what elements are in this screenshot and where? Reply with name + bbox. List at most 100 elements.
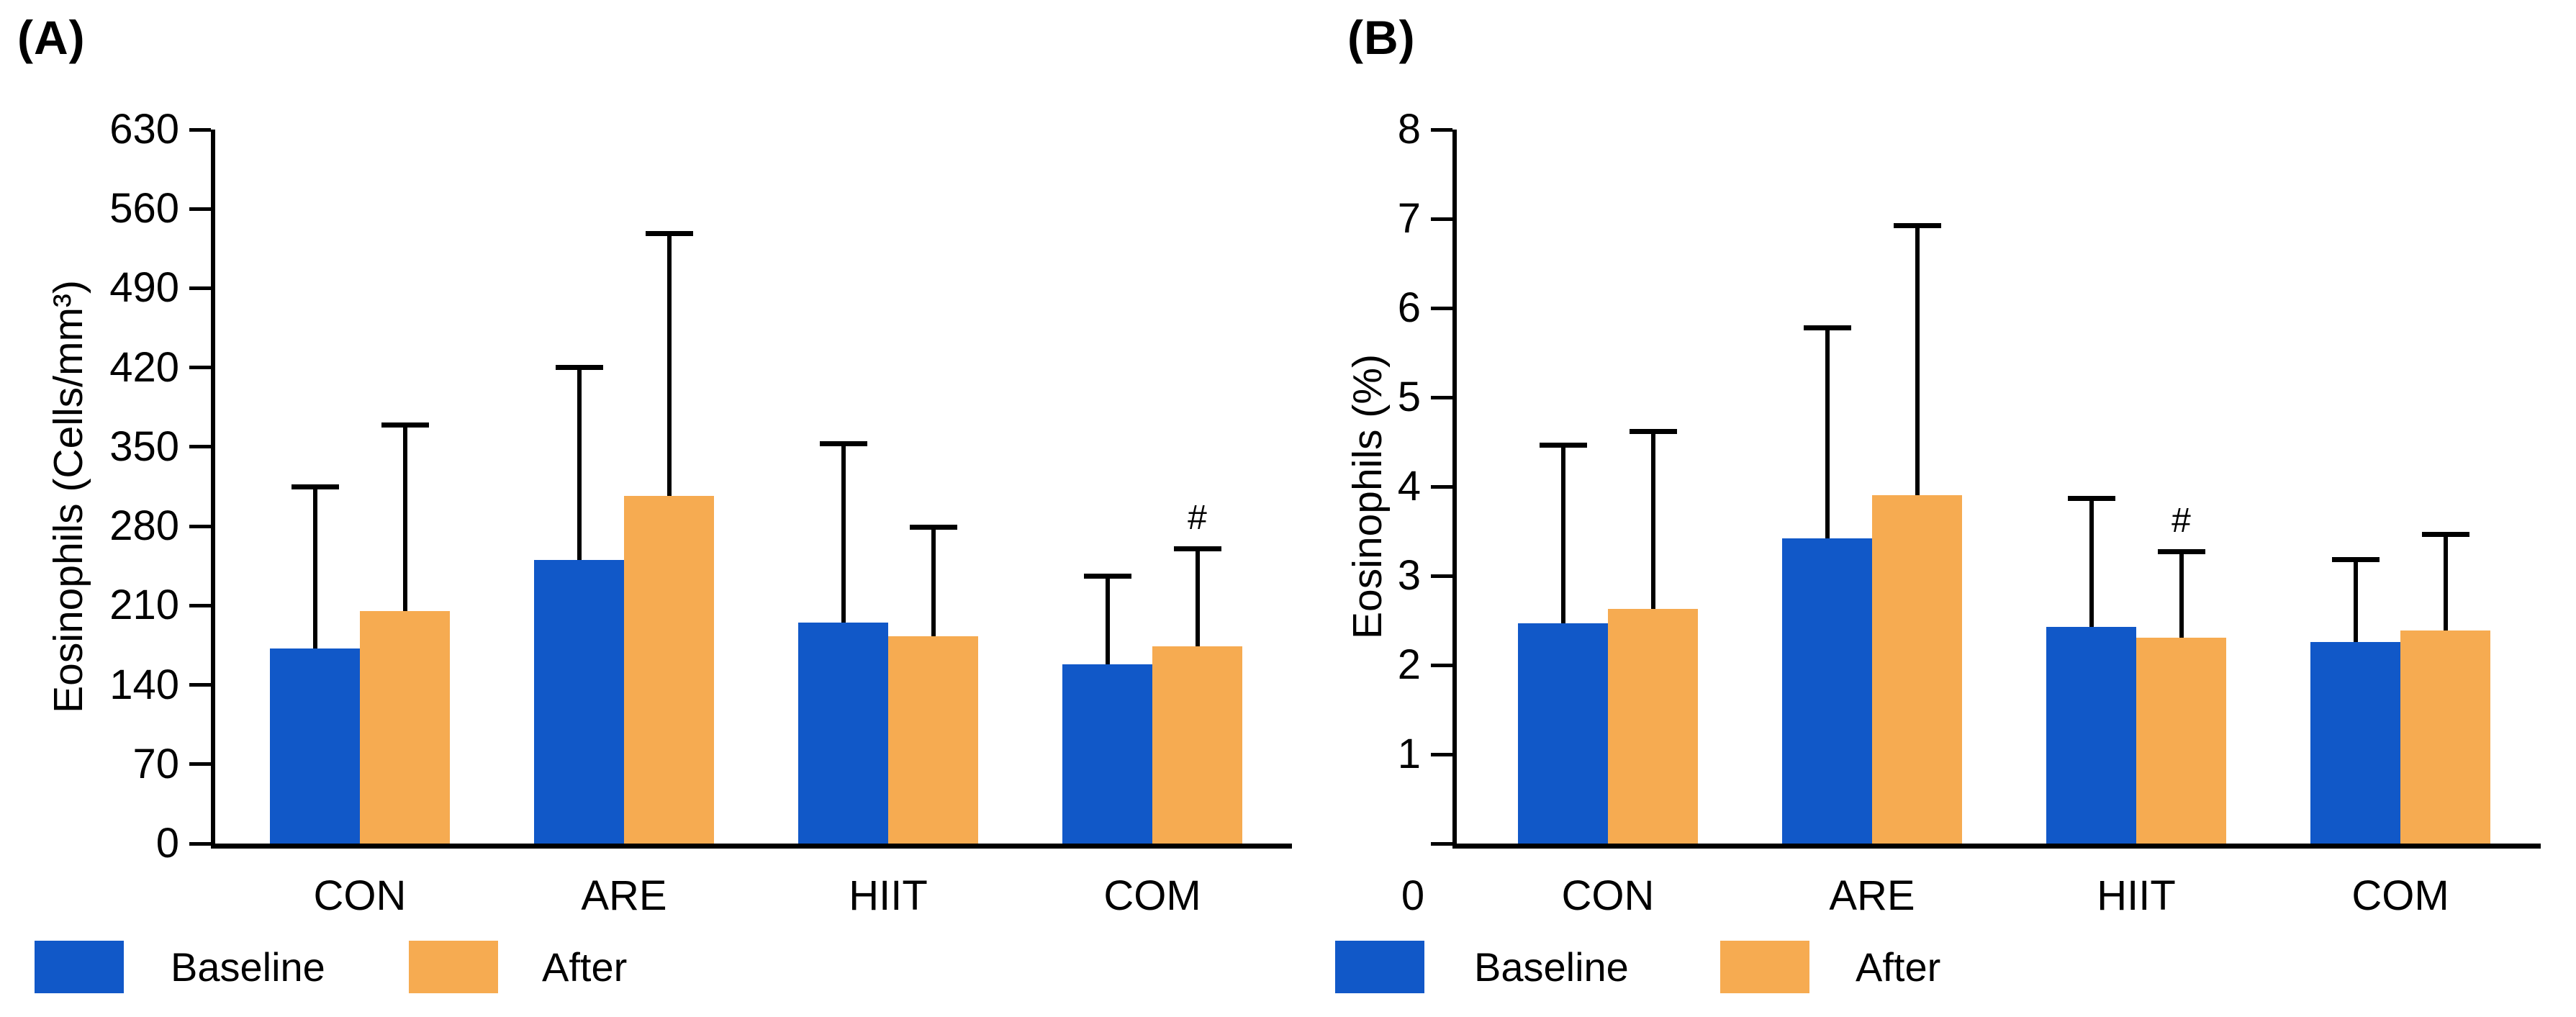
error-bar-cap — [1173, 546, 1221, 552]
y-tick-label: 3 — [1397, 552, 1421, 599]
y-tick-label: 1 — [1397, 731, 1421, 777]
bar-after-are — [624, 495, 714, 844]
y-axis-tick — [189, 286, 211, 290]
after-legend-label: After — [1856, 944, 1941, 990]
after-legend-label: After — [542, 944, 628, 990]
y-axis-line — [1452, 130, 1457, 844]
baseline-legend-label: Baseline — [171, 944, 325, 990]
x-axis-line — [1452, 844, 2541, 849]
x-category-label: ARE — [581, 872, 667, 919]
error-bar-line — [1105, 576, 1110, 665]
bar-baseline-are — [534, 560, 624, 844]
bar-baseline-con — [270, 648, 360, 844]
error-bar-cap — [291, 484, 339, 489]
y-tick-label: 7 — [1397, 195, 1421, 242]
error-bar-line — [1560, 445, 1565, 623]
y-tick-label: 210 — [109, 582, 179, 629]
error-bar-line — [1650, 431, 1655, 609]
y-tick-label: 5 — [1397, 374, 1421, 420]
y-tick-label: 2 — [1397, 641, 1421, 688]
y-tick-label: 420 — [109, 343, 179, 391]
y-axis-tick — [189, 127, 211, 132]
panel-b-plot: 0 1 2 3 4 5 6 7 8 CON ARE HIIT COM # — [1398, 106, 2541, 918]
error-bar-cap — [2067, 495, 2115, 501]
y-tick-label: 70 — [132, 740, 179, 787]
y-axis-tick — [189, 207, 211, 211]
panel-a-plot: 0 70 140 210 280 350 420 490 560 630 CON ARE HIIT COM… — [109, 106, 1292, 918]
error-bar-cap — [1539, 443, 1587, 448]
panel-a-label: (A) — [17, 11, 86, 64]
y-axis-line — [211, 130, 215, 844]
y-tick-label: 140 — [109, 661, 179, 708]
y-tick-label: 4 — [1397, 463, 1421, 510]
y-tick-label: 280 — [109, 502, 179, 550]
y-axis-tick — [1431, 484, 1452, 489]
y-tick-label: 0 — [155, 820, 179, 867]
y-axis-tick — [1431, 663, 1452, 667]
after-legend-swatch — [1720, 941, 1809, 993]
baseline-legend-swatch — [1335, 941, 1424, 993]
y-tick-label: 6 — [1397, 284, 1421, 331]
bar-after-hiit — [2136, 637, 2226, 844]
error-bar-line — [312, 487, 317, 649]
error-bar-line — [1195, 548, 1200, 646]
x-category-label: CON — [313, 872, 407, 919]
bar-after-hiit — [888, 636, 978, 844]
y-axis-tick — [1431, 574, 1452, 578]
error-bar-cap — [2421, 532, 2469, 538]
error-bar-cap — [381, 422, 429, 428]
x-category-label: HIIT — [2097, 872, 2176, 919]
y-axis-tick — [1431, 841, 1452, 846]
error-bar-line — [402, 425, 407, 612]
bar-baseline-hiit — [2046, 626, 2136, 844]
error-bar-cap — [909, 525, 957, 530]
x-category-label: ARE — [1829, 872, 1915, 919]
x-axis-line — [211, 844, 1292, 849]
y-axis-tick — [189, 603, 211, 607]
y-axis-tick — [189, 762, 211, 767]
x-category-label: CON — [1561, 872, 1655, 919]
error-bar-cap — [1893, 223, 1941, 229]
error-bar-cap — [2157, 549, 2205, 555]
y-tick-label-zero: 0 — [1401, 872, 1425, 919]
bar-baseline-com — [1062, 664, 1152, 844]
error-bar-line — [2089, 498, 2094, 627]
error-bar-cap — [1083, 573, 1131, 579]
error-bar-cap — [819, 440, 867, 446]
error-bar-line — [666, 233, 672, 496]
bar-after-com — [1152, 646, 1242, 844]
x-category-label: HIIT — [849, 872, 928, 919]
y-tick-label: 350 — [109, 422, 179, 470]
significance-marker: # — [2171, 501, 2191, 540]
y-axis-tick — [189, 445, 211, 449]
error-bar-line — [1915, 225, 1920, 496]
y-axis-tick — [1431, 217, 1452, 221]
y-tick-label: 560 — [109, 185, 179, 232]
y-axis-tick — [189, 366, 211, 370]
y-axis-tick — [1431, 752, 1452, 756]
bar-baseline-are — [1782, 538, 1872, 844]
baseline-legend-swatch — [35, 941, 124, 993]
error-bar-line — [2443, 534, 2448, 630]
y-axis-tick — [1431, 306, 1452, 310]
y-axis-tick — [189, 524, 211, 528]
bar-after-are — [1872, 495, 1962, 844]
bar-baseline-com — [2310, 641, 2400, 844]
x-category-label: COM — [1103, 872, 1201, 919]
y-axis-tick — [1431, 127, 1452, 132]
y-axis-tick — [1431, 395, 1452, 399]
error-bar-line — [2353, 559, 2358, 642]
bar-after-con — [1608, 608, 1698, 844]
y-tick-label: 630 — [109, 106, 179, 153]
bar-after-con — [360, 611, 450, 844]
baseline-legend-label: Baseline — [1474, 944, 1629, 990]
error-bar-line — [2179, 551, 2184, 638]
error-bar-cap — [1803, 325, 1851, 330]
bar-baseline-hiit — [798, 622, 888, 844]
x-category-label: COM — [2351, 872, 2449, 919]
y-tick-label: 490 — [109, 264, 179, 312]
error-bar-line — [1825, 327, 1830, 538]
significance-marker: # — [1188, 498, 1207, 537]
error-bar-line — [841, 443, 846, 623]
